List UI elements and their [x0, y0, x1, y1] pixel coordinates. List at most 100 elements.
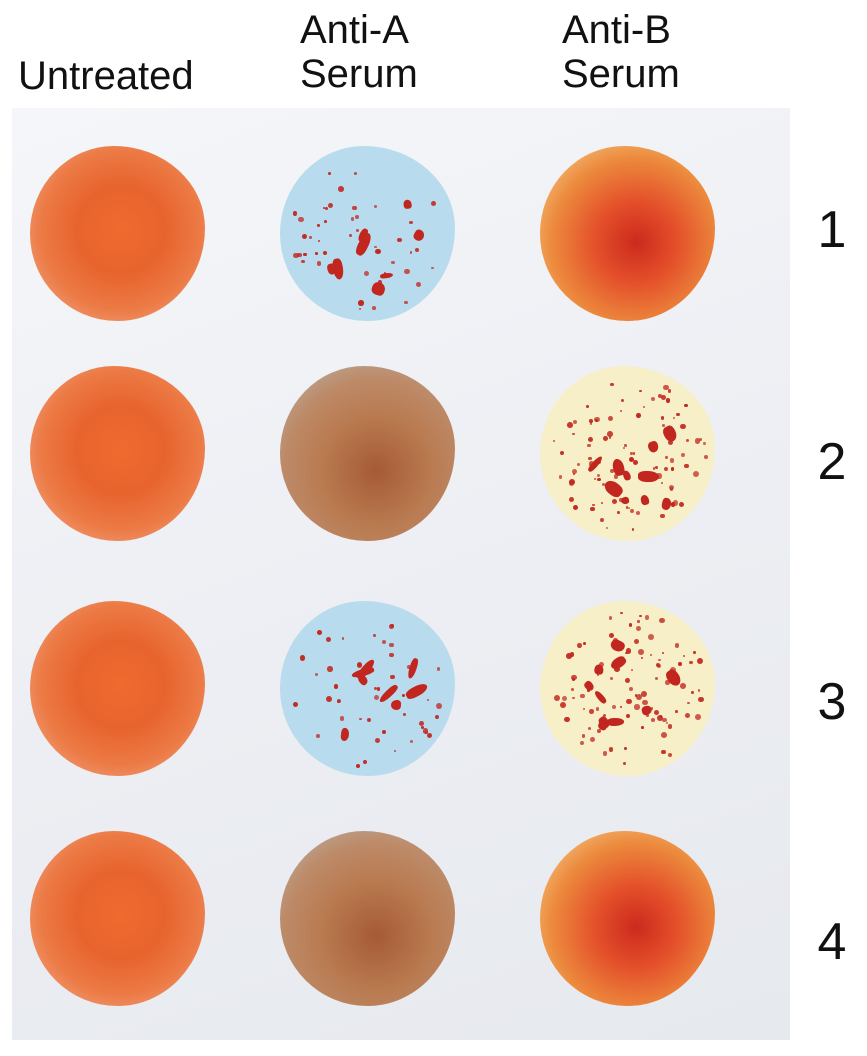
agglutination-speck — [650, 397, 656, 402]
agglutination-speck — [625, 506, 629, 509]
agglutination-speck — [572, 432, 575, 436]
agglutination-speck — [662, 651, 665, 654]
agglutination-speck — [602, 436, 608, 442]
agglutination-speck — [315, 252, 318, 255]
agglutination-speck — [607, 415, 613, 421]
agglutination-clump — [602, 477, 625, 499]
agglutination-speck — [354, 172, 358, 176]
agglutination-speck — [596, 473, 601, 478]
agglutination-speck — [661, 732, 668, 739]
column-header-line: Serum — [562, 52, 680, 96]
agglutination-speck — [403, 300, 408, 305]
agglutination-speck — [623, 746, 627, 750]
agglutination-speck — [626, 648, 632, 654]
agglutination-speck — [590, 506, 595, 511]
agglutination-speck — [367, 717, 371, 722]
agglutination-speck — [688, 660, 693, 665]
agglutination-speck — [577, 643, 582, 648]
column-header-line: Anti-B — [562, 8, 671, 52]
agglutination-speck — [328, 171, 332, 175]
agglutination-speck — [656, 662, 661, 667]
agglutination-speck — [639, 389, 642, 393]
agglutination-speck — [426, 732, 433, 739]
agglutination-speck — [634, 693, 638, 697]
agglutination-speck — [322, 250, 327, 255]
agglutination-speck — [684, 403, 688, 408]
agglutination-speck — [642, 700, 648, 706]
agglutination-speck — [636, 693, 643, 700]
agglutination-speck — [633, 638, 640, 644]
agglutination-speck — [685, 712, 691, 718]
agglutination-speck — [589, 709, 594, 714]
agglutination-speck — [667, 389, 672, 393]
agglutination-speck — [359, 308, 362, 311]
well-row-3-anti-b-agglutinated — [539, 600, 715, 776]
agglutination-speck — [655, 677, 659, 681]
agglutination-clump — [660, 497, 673, 512]
agglutination-speck — [569, 496, 575, 502]
agglutination-speck — [336, 699, 341, 704]
agglutination-speck — [431, 201, 437, 207]
agglutination-speck — [422, 727, 429, 734]
agglutination-speck — [649, 654, 652, 657]
agglutination-speck — [667, 439, 674, 446]
agglutination-speck — [693, 471, 700, 478]
agglutination-clump — [582, 679, 596, 693]
agglutination-speck — [376, 687, 381, 692]
agglutination-speck — [426, 698, 430, 702]
agglutination-speck — [626, 698, 632, 704]
agglutination-speck — [635, 510, 640, 516]
column-header-line: Untreated — [18, 54, 194, 98]
agglutination-clump — [620, 496, 630, 505]
agglutination-speck — [363, 270, 369, 276]
agglutination-speck — [677, 662, 683, 667]
agglutination-speck — [362, 759, 367, 764]
agglutination-speck — [359, 717, 362, 721]
agglutination-speck — [630, 669, 633, 672]
agglutination-clump — [402, 199, 413, 210]
agglutination-speck — [670, 502, 676, 507]
agglutination-speck — [391, 260, 395, 265]
agglutination-speck — [622, 761, 627, 766]
agglutination-speck — [579, 740, 584, 745]
agglutination-speck — [608, 747, 614, 752]
agglutination-speck — [317, 630, 323, 635]
agglutination-speck — [640, 656, 644, 660]
agglutination-speck — [588, 727, 592, 731]
agglutination-speck — [373, 686, 378, 691]
agglutination-speck — [663, 466, 668, 471]
agglutination-speck — [648, 634, 655, 640]
well-row-2-anti-a-smooth — [279, 365, 455, 541]
agglutination-speck — [418, 720, 425, 727]
agglutination-speck — [325, 637, 332, 643]
agglutination-speck — [592, 503, 595, 507]
agglutination-speck — [605, 527, 608, 530]
agglutination-speck — [650, 717, 655, 722]
agglutination-speck — [631, 528, 635, 532]
well-row-2-untreated-smooth — [29, 365, 205, 541]
agglutination-speck — [659, 715, 662, 718]
agglutination-speck — [636, 620, 640, 623]
agglutination-speck — [393, 749, 396, 752]
agglutination-speck — [625, 713, 631, 719]
agglutination-speck — [372, 633, 376, 637]
agglutination-speck — [402, 693, 406, 697]
row-label-3: 3 — [817, 673, 847, 731]
agglutination-speck — [373, 694, 379, 700]
agglutination-speck — [609, 632, 615, 638]
agglutination-speck — [624, 444, 627, 447]
agglutination-speck — [679, 682, 686, 689]
agglutination-speck — [355, 764, 360, 769]
agglutination-speck — [586, 405, 589, 409]
agglutination-clump — [406, 657, 420, 681]
agglutination-speck — [674, 643, 680, 648]
agglutination-speck — [609, 436, 612, 439]
agglutination-speck — [661, 423, 665, 427]
agglutination-speck — [596, 729, 601, 734]
agglutination-speck — [571, 674, 577, 681]
agglutination-speck — [436, 702, 443, 709]
agglutination-speck — [679, 501, 685, 507]
agglutination-speck — [590, 422, 593, 425]
agglutination-speck — [676, 412, 680, 417]
agglutination-speck — [636, 625, 642, 631]
